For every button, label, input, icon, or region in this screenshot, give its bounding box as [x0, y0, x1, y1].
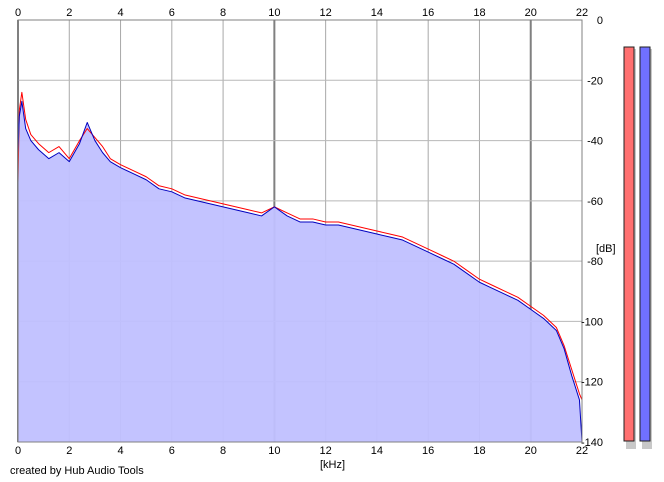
y-axis-tick-labels: 0 -20 -40 -60 -80 -100 -120 -140	[581, 15, 603, 449]
x-tick-label-top: 10	[268, 7, 280, 19]
x-tick-label-bottom: 22	[576, 445, 588, 457]
x-tick-label-top: 2	[66, 7, 72, 19]
x-tick-label-top: 4	[117, 7, 123, 19]
y-tick-label: -20	[587, 75, 603, 87]
y-tick-label: -60	[587, 196, 603, 208]
x-tick-label-bottom: 2	[66, 445, 72, 457]
x-tick-label-top: 22	[576, 7, 588, 19]
x-tick-label-bottom: 4	[117, 445, 123, 457]
x-tick-label-top: 8	[220, 7, 226, 19]
x-tick-label-top: 0	[15, 7, 21, 19]
spectrum-traces	[17, 91, 583, 443]
plot-frame	[17, 19, 583, 443]
series-line-blue	[17, 100, 583, 443]
x-tick-label-bottom: 10	[268, 445, 280, 457]
y-tick-label: -80	[587, 256, 603, 268]
level-meter-left	[623, 46, 635, 442]
x-tick-label-bottom: 8	[220, 445, 226, 457]
level-meter-right	[639, 46, 651, 442]
spectrum-fill-area	[18, 101, 582, 442]
level-meters	[623, 46, 652, 449]
y-tick-label: -100	[581, 316, 603, 328]
x-tick-label-bottom: 0	[15, 445, 21, 457]
x-tick-label-top: 12	[320, 7, 332, 19]
credit-text: created by Hub Audio Tools	[10, 465, 144, 477]
x-tick-label-bottom: 6	[169, 445, 175, 457]
x-tick-label-bottom: 14	[371, 445, 383, 457]
y-axis-label: [dB]	[596, 243, 616, 255]
y-tick-label: -40	[587, 136, 603, 148]
y-tick-label: -120	[581, 377, 603, 389]
x-tick-label-bottom: 12	[320, 445, 332, 457]
y-tick-label: 0	[597, 15, 603, 27]
x-tick-label-bottom: 18	[473, 445, 485, 457]
x-tick-label-top: 16	[422, 7, 434, 19]
x-tick-label-bottom: 16	[422, 445, 434, 457]
x-tick-label-top: 14	[371, 7, 383, 19]
x-tick-label-bottom: 20	[525, 445, 537, 457]
x-tick-label-top: 18	[473, 7, 485, 19]
x-tick-label-top: 6	[169, 7, 175, 19]
x-axis-top-tick-labels: 0 2 4 6 8 10 12 14 16 18 20 22	[15, 7, 588, 19]
x-axis-bottom-tick-labels: 0 2 4 6 8 10 12 14 16 18 20 22	[15, 445, 588, 457]
x-axis-label: [kHz]	[320, 459, 345, 471]
spectrum-fill	[18, 101, 582, 442]
x-tick-label-top: 20	[525, 7, 537, 19]
y-tick-label: -140	[581, 437, 603, 449]
